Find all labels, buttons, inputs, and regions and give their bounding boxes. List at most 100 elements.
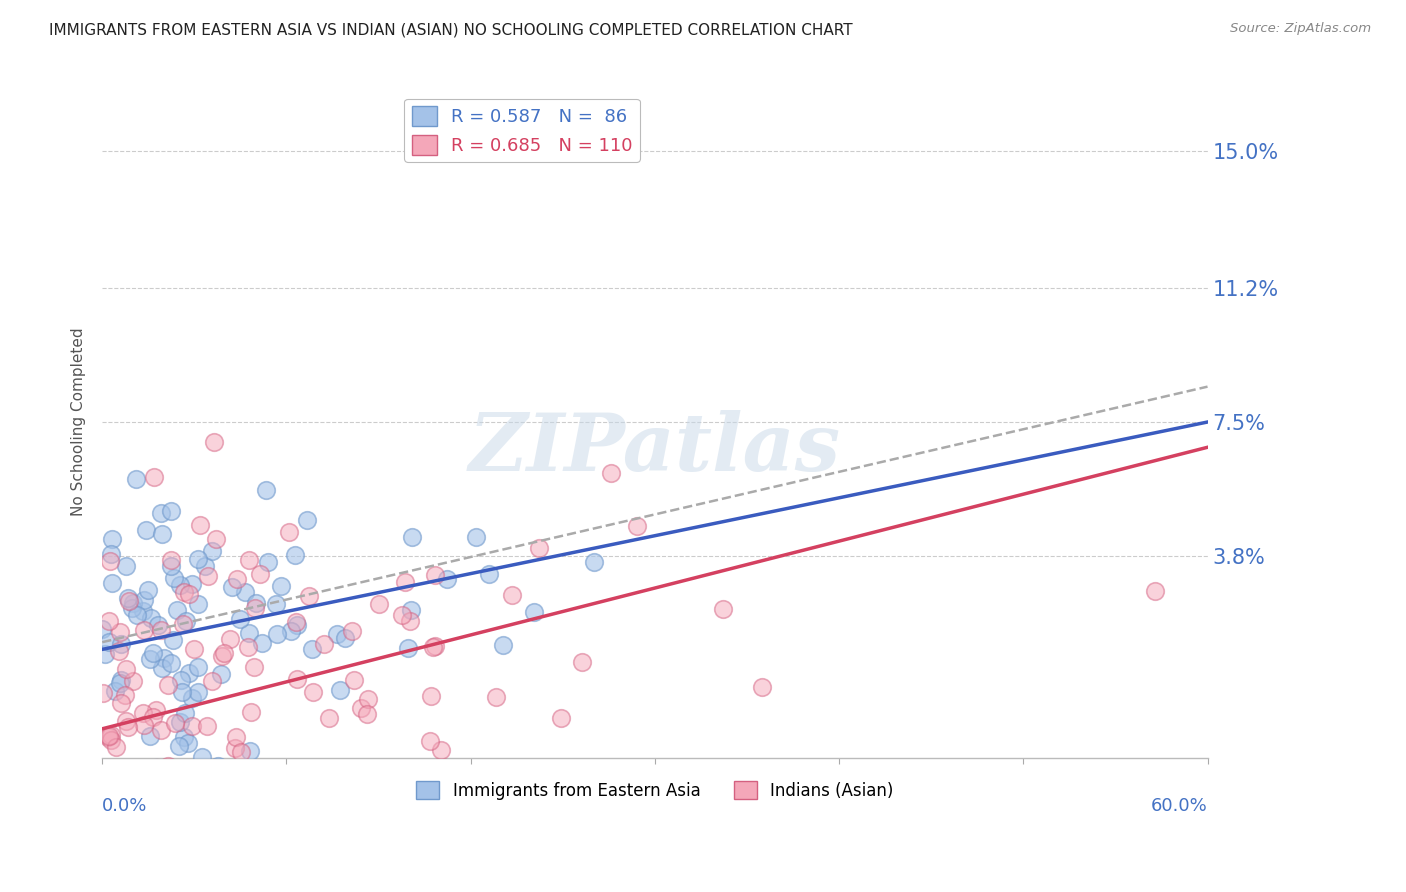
Point (112, 794, 135, 808)
Point (304, 789, 326, 804)
Point (160, 657, 183, 671)
Point (110, 676, 132, 690)
Point (100, 732, 122, 747)
Point (149, 723, 172, 737)
Point (91, 686, 114, 700)
Point (485, 690, 508, 705)
Point (262, 838, 284, 852)
Point (245, 596, 267, 610)
Point (97, 730, 120, 744)
Point (114, 688, 136, 702)
Point (105, 739, 128, 754)
Point (238, 640, 260, 654)
Point (156, 678, 179, 692)
Point (233, 584, 256, 599)
Point (191, 750, 214, 764)
Point (105, 800, 128, 814)
Point (132, 593, 155, 607)
Point (205, 532, 228, 546)
Point (169, 577, 191, 591)
Point (159, 553, 181, 567)
Point (250, 636, 273, 650)
Point (142, 710, 165, 724)
Point (173, 584, 195, 599)
Point (125, 608, 148, 623)
Point (110, 696, 132, 710)
Point (224, 741, 246, 756)
Point (297, 590, 319, 604)
Point (367, 597, 389, 611)
Point (225, 730, 247, 744)
Point (318, 710, 340, 724)
Point (117, 720, 139, 734)
Point (335, 631, 357, 645)
Point (160, 504, 183, 518)
Point (131, 604, 153, 618)
Point (110, 624, 132, 639)
Text: Source: ZipAtlas.com: Source: ZipAtlas.com (1230, 22, 1371, 36)
Point (132, 717, 155, 731)
Point (523, 605, 546, 619)
Point (146, 761, 169, 775)
Point (135, 523, 157, 537)
Point (342, 624, 364, 638)
Point (626, 519, 648, 533)
Point (254, 483, 277, 497)
Point (201, 543, 224, 558)
Point (280, 624, 302, 639)
Point (249, 566, 271, 581)
Point (177, 587, 200, 601)
Point (150, 661, 173, 675)
Point (104, 684, 127, 698)
Point (212, 647, 235, 661)
Point (145, 702, 167, 716)
Point (583, 555, 606, 569)
Point (245, 601, 267, 615)
Text: 0.0%: 0.0% (103, 797, 148, 814)
Point (711, 601, 734, 615)
Point (145, 761, 167, 775)
Point (107, 644, 129, 658)
Point (169, 715, 191, 730)
Point (225, 572, 247, 586)
Point (422, 640, 444, 655)
Point (98, 868, 121, 882)
Point (149, 506, 172, 520)
Point (329, 683, 352, 698)
Point (98, 554, 121, 568)
Point (425, 639, 447, 653)
Point (117, 850, 139, 864)
Point (98, 634, 121, 648)
Point (181, 719, 204, 733)
Point (142, 646, 165, 660)
Point (430, 743, 453, 757)
Point (166, 603, 188, 617)
Point (492, 638, 515, 652)
Point (180, 690, 202, 705)
Point (152, 792, 174, 806)
Point (110, 637, 132, 651)
Point (207, 852, 229, 866)
Point (186, 552, 208, 566)
Point (172, 616, 194, 631)
Point (107, 822, 129, 837)
Point (157, 759, 180, 773)
Point (173, 730, 195, 744)
Point (312, 637, 335, 651)
Point (297, 513, 319, 527)
Point (105, 784, 128, 798)
Point (243, 659, 266, 673)
Point (184, 828, 207, 842)
Point (122, 674, 145, 689)
Point (419, 734, 441, 748)
Point (150, 623, 173, 637)
Point (139, 611, 162, 625)
Point (211, 648, 233, 663)
Point (257, 555, 280, 569)
Point (465, 530, 488, 544)
Point (187, 597, 209, 611)
Point (195, 718, 218, 732)
Point (150, 527, 173, 541)
Point (143, 470, 166, 484)
Point (163, 571, 186, 585)
